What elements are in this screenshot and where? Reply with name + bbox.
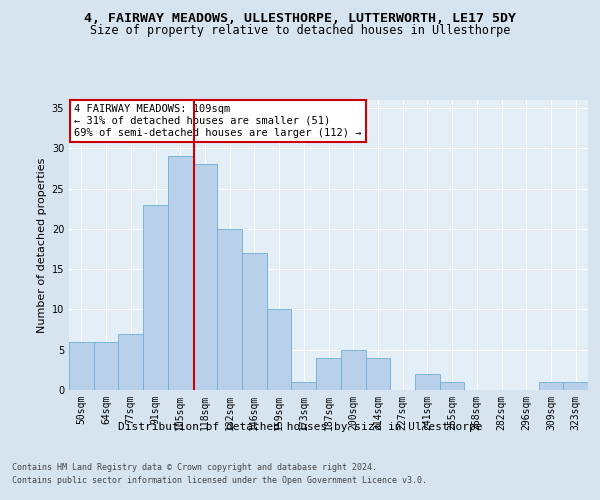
Text: Distribution of detached houses by size in Ullesthorpe: Distribution of detached houses by size …: [118, 422, 482, 432]
Bar: [539, 382, 563, 390]
Text: 4 FAIRWAY MEADOWS: 109sqm
← 31% of detached houses are smaller (51)
69% of semi-: 4 FAIRWAY MEADOWS: 109sqm ← 31% of detac…: [74, 104, 362, 138]
Bar: [440, 382, 464, 390]
Bar: [292, 382, 316, 390]
Bar: [168, 156, 193, 390]
Text: Contains public sector information licensed under the Open Government Licence v3: Contains public sector information licen…: [12, 476, 427, 485]
Bar: [118, 334, 143, 390]
Text: 4, FAIRWAY MEADOWS, ULLESTHORPE, LUTTERWORTH, LE17 5DY: 4, FAIRWAY MEADOWS, ULLESTHORPE, LUTTERW…: [84, 12, 516, 26]
Bar: [242, 253, 267, 390]
Bar: [267, 310, 292, 390]
Bar: [365, 358, 390, 390]
Bar: [563, 382, 588, 390]
Bar: [217, 229, 242, 390]
Text: Size of property relative to detached houses in Ullesthorpe: Size of property relative to detached ho…: [90, 24, 510, 37]
Y-axis label: Number of detached properties: Number of detached properties: [37, 158, 47, 332]
Bar: [193, 164, 217, 390]
Bar: [143, 204, 168, 390]
Bar: [341, 350, 365, 390]
Text: Contains HM Land Registry data © Crown copyright and database right 2024.: Contains HM Land Registry data © Crown c…: [12, 462, 377, 471]
Bar: [415, 374, 440, 390]
Bar: [94, 342, 118, 390]
Bar: [69, 342, 94, 390]
Bar: [316, 358, 341, 390]
